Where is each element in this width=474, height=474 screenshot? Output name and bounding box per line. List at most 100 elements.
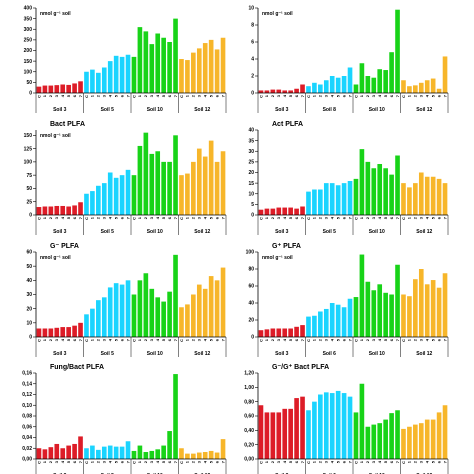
x-tick-label: C: [306, 217, 311, 220]
group-label: Soil 3: [53, 351, 67, 357]
bar: [101, 67, 107, 93]
x-tick-label: 6: [436, 460, 441, 463]
y-tick-label: 40: [248, 301, 254, 307]
x-tick-label: 3: [371, 460, 376, 463]
bar: [143, 273, 149, 337]
y-tick-label: 2: [251, 74, 254, 80]
bar: [282, 408, 288, 459]
x-tick-label: 4: [108, 338, 113, 341]
x-tick-label: C: [306, 95, 311, 98]
y-tick-label: 20: [248, 318, 254, 324]
bar: [371, 168, 377, 215]
bar: [185, 453, 190, 459]
x-tick-label: C: [131, 217, 136, 220]
x-tick-label: 2: [365, 216, 370, 219]
group-label: Soil 3: [275, 229, 289, 235]
bar: [191, 294, 196, 337]
panel-title: Fung/Bact PLFA: [50, 364, 104, 371]
bar: [353, 178, 359, 215]
bar: [341, 393, 347, 459]
group-label: Soil 3: [53, 229, 67, 235]
bar: [48, 85, 54, 93]
x-tick-label: 2: [48, 94, 53, 97]
x-tick-label: 4: [377, 460, 382, 463]
bar: [196, 284, 202, 337]
panel-7: Fung/Bact PLFA 0,00 0,02 0,04 0,06 0,08 0,10 0,…: [22, 364, 227, 474]
bar: [424, 80, 430, 93]
x-tick-label: 6: [389, 216, 394, 219]
x-tick-label: 5: [208, 338, 213, 341]
bar: [149, 153, 155, 215]
x-tick-label: 5: [66, 460, 71, 463]
group-label: Soil 10: [147, 107, 163, 113]
bar: [424, 284, 430, 337]
y-tick-label: 0: [29, 335, 32, 341]
x-tick-label: 6: [341, 338, 346, 341]
x-tick-label: 5: [335, 216, 340, 219]
x-tick-label: 5: [335, 94, 340, 97]
group-label: Soil 12: [194, 229, 210, 235]
bar: [167, 431, 172, 459]
bar: [306, 410, 311, 459]
y-tick-label: 50: [26, 186, 32, 192]
x-tick-label: 4: [203, 94, 208, 97]
x-tick-label: 6: [436, 338, 441, 341]
bar: [341, 183, 347, 215]
y-tick-label: 80: [248, 267, 254, 273]
bar: [107, 172, 113, 215]
x-tick-label: 5: [430, 460, 435, 463]
x-tick-label: C: [179, 461, 184, 464]
bar: [78, 81, 83, 93]
x-tick-label: 7: [442, 338, 447, 341]
x-tick-label: 3: [276, 216, 281, 219]
x-tick-label: 5: [113, 94, 118, 97]
bar: [48, 206, 54, 215]
y-tick-label: 0,02: [22, 446, 32, 452]
bar: [173, 135, 178, 215]
bar: [113, 177, 119, 215]
x-tick-label: 1: [185, 460, 190, 463]
x-tick-label: 4: [330, 94, 335, 97]
bar: [113, 283, 119, 337]
x-tick-label: 4: [425, 338, 430, 341]
x-tick-label: C: [353, 461, 358, 464]
bar: [167, 161, 172, 215]
bar: [155, 33, 161, 93]
bar: [143, 452, 149, 459]
bar: [371, 77, 377, 93]
x-tick-label: 1: [264, 338, 269, 341]
x-tick-label: 7: [442, 216, 447, 219]
bar: [424, 176, 430, 215]
bar: [318, 84, 323, 93]
x-tick-label: 7: [347, 94, 352, 97]
bar: [84, 71, 89, 93]
y-tick-label: 200: [24, 48, 33, 54]
bar: [353, 297, 359, 337]
group-label: Soil 12: [194, 351, 210, 357]
bar: [66, 327, 71, 337]
x-tick-label: 4: [425, 94, 430, 97]
x-tick-label: 2: [143, 460, 148, 463]
x-tick-label: 6: [436, 216, 441, 219]
x-tick-label: 1: [359, 338, 364, 341]
bar: [54, 327, 60, 337]
bar: [407, 187, 412, 215]
bar: [383, 70, 388, 93]
x-tick-label: 1: [359, 94, 364, 97]
bar: [442, 56, 448, 93]
x-tick-label: 5: [288, 460, 293, 463]
x-tick-label: 1: [42, 216, 47, 219]
x-tick-label: 1: [312, 460, 317, 463]
y-tick-label: 50: [26, 264, 32, 270]
group-label: Soil 10: [147, 229, 163, 235]
bar: [436, 178, 442, 215]
bar: [179, 175, 184, 215]
y-tick-label: 0: [251, 335, 254, 341]
x-tick-label: 1: [312, 94, 317, 97]
x-tick-label: C: [131, 95, 136, 98]
x-tick-label: C: [179, 95, 184, 98]
x-tick-label: 5: [383, 216, 388, 219]
